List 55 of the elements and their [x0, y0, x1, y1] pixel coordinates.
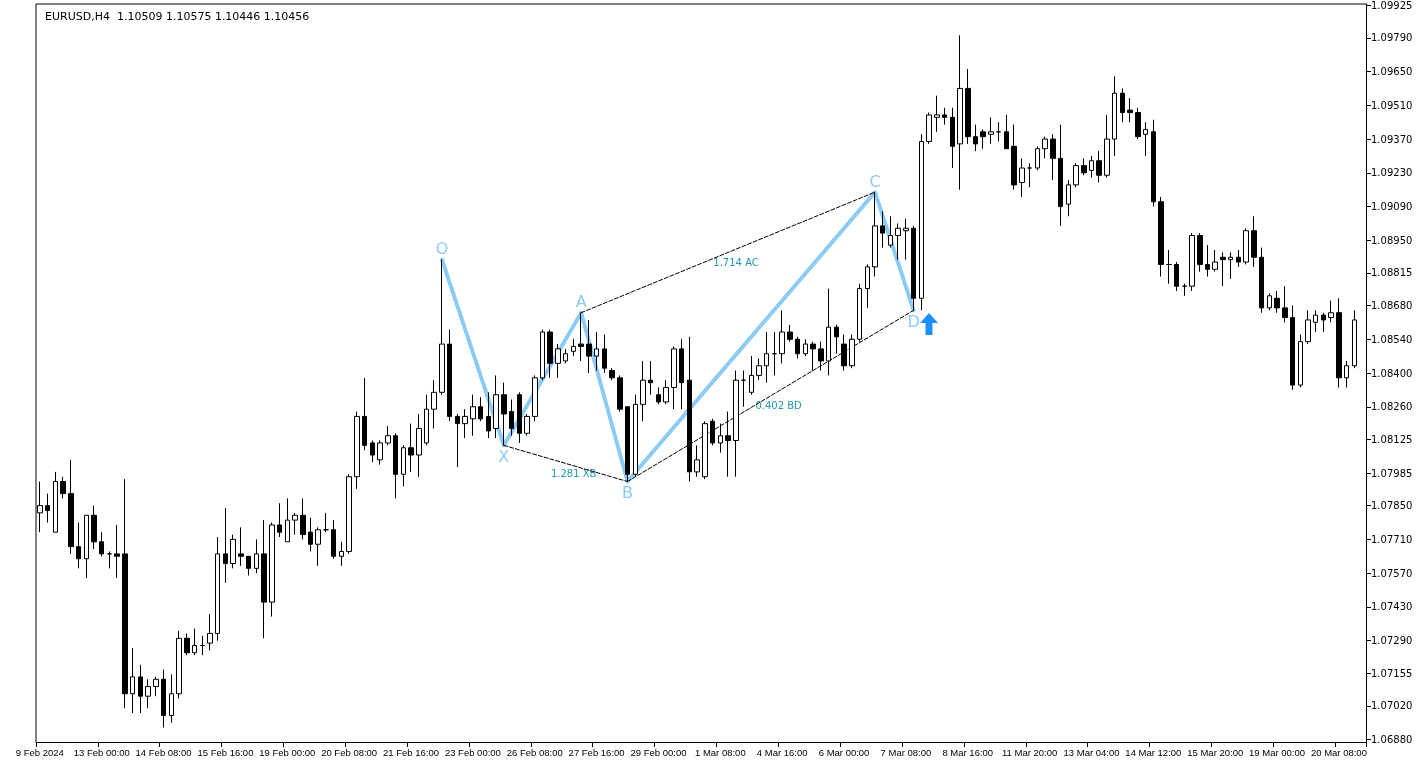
x-tick-label: 19 Mar 00:00 — [1249, 746, 1306, 758]
x-tick-label: 8 Mar 16:00 — [942, 746, 994, 758]
y-tick-label: 1.07290 — [1371, 635, 1413, 647]
y-tick-label: 1.09230 — [1371, 167, 1413, 179]
x-tick-label: 11 Mar 20:00 — [1001, 746, 1058, 758]
x-tick-label: 4 Mar 16:00 — [756, 746, 808, 758]
y-tick-label: 1.07850 — [1371, 500, 1413, 512]
x-tick-label: 15 Mar 20:00 — [1187, 746, 1244, 758]
x-tick-label: 7 Mar 08:00 — [880, 746, 932, 758]
x-tick-label: 13 Mar 04:00 — [1063, 746, 1120, 758]
y-tick-label: 1.09650 — [1371, 66, 1413, 78]
y-tick-label: 1.08400 — [1371, 367, 1413, 379]
y-tick-label: 1.08125 — [1371, 433, 1413, 445]
x-tick-label: 29 Feb 00:00 — [630, 746, 687, 758]
x-tick-label: 15 Feb 16:00 — [197, 746, 254, 758]
x-tick-label: 9 Feb 2024 — [15, 746, 64, 758]
x-tick-label: 21 Feb 16:00 — [383, 746, 440, 758]
x-tick-label: 14 Mar 12:00 — [1125, 746, 1182, 758]
data-label: O — [435, 239, 449, 259]
x-tick-label: 1 Mar 08:00 — [694, 746, 746, 758]
y-tick-label: 1.06880 — [1371, 734, 1413, 746]
data-label: A — [575, 292, 587, 312]
y-tick-label: 1.07985 — [1371, 467, 1413, 479]
y-tick-label: 1.09090 — [1371, 201, 1413, 213]
annotation: 1.714 AC — [713, 256, 759, 268]
y-tick-label: 1.09510 — [1371, 99, 1413, 111]
y-tick-label: 1.07710 — [1371, 533, 1413, 545]
x-tick-label: 6 Mar 00:00 — [818, 746, 870, 758]
annotation: 1.281 XB — [550, 467, 597, 479]
x-tick-label: 20 Mar 08:00 — [1310, 746, 1367, 758]
x-tick-label: 19 Feb 00:00 — [259, 746, 316, 758]
data-label: D — [907, 311, 920, 331]
x-tick-label: 23 Feb 00:00 — [444, 746, 501, 758]
y-tick-label: 1.07430 — [1371, 601, 1413, 613]
y-tick-label: 1.07570 — [1371, 567, 1413, 579]
x-tick-label: 20 Feb 08:00 — [321, 746, 378, 758]
data-label: B — [622, 483, 634, 503]
y-tick-label: 1.09790 — [1371, 32, 1413, 44]
annotation: 0.402 BD — [755, 400, 803, 412]
data-label: X — [498, 446, 510, 466]
x-tick-label: 14 Feb 08:00 — [135, 746, 192, 758]
y-tick-label: 1.08260 — [1371, 401, 1413, 413]
data-label: C — [869, 171, 881, 191]
y-tick-label: 1.07020 — [1371, 700, 1413, 712]
x-tick-label: 27 Feb 16:00 — [568, 746, 625, 758]
x-tick-label: 26 Feb 08:00 — [506, 746, 563, 758]
y-tick-label: 1.09370 — [1371, 133, 1413, 145]
y-tick-label: 1.08680 — [1371, 299, 1413, 311]
y-tick-label: 1.08815 — [1371, 267, 1413, 279]
y-tick-label: 1.09925 — [1371, 0, 1413, 11]
text: EURUSD,H4 1.10509 1.10575 1.10446 1.10456 — [45, 10, 310, 23]
x-tick-label: 13 Feb 00:00 — [73, 746, 130, 758]
y-tick-label: 1.07155 — [1371, 667, 1413, 679]
y-tick-label: 1.08540 — [1371, 333, 1413, 345]
y-tick-label: 1.08950 — [1371, 234, 1413, 246]
